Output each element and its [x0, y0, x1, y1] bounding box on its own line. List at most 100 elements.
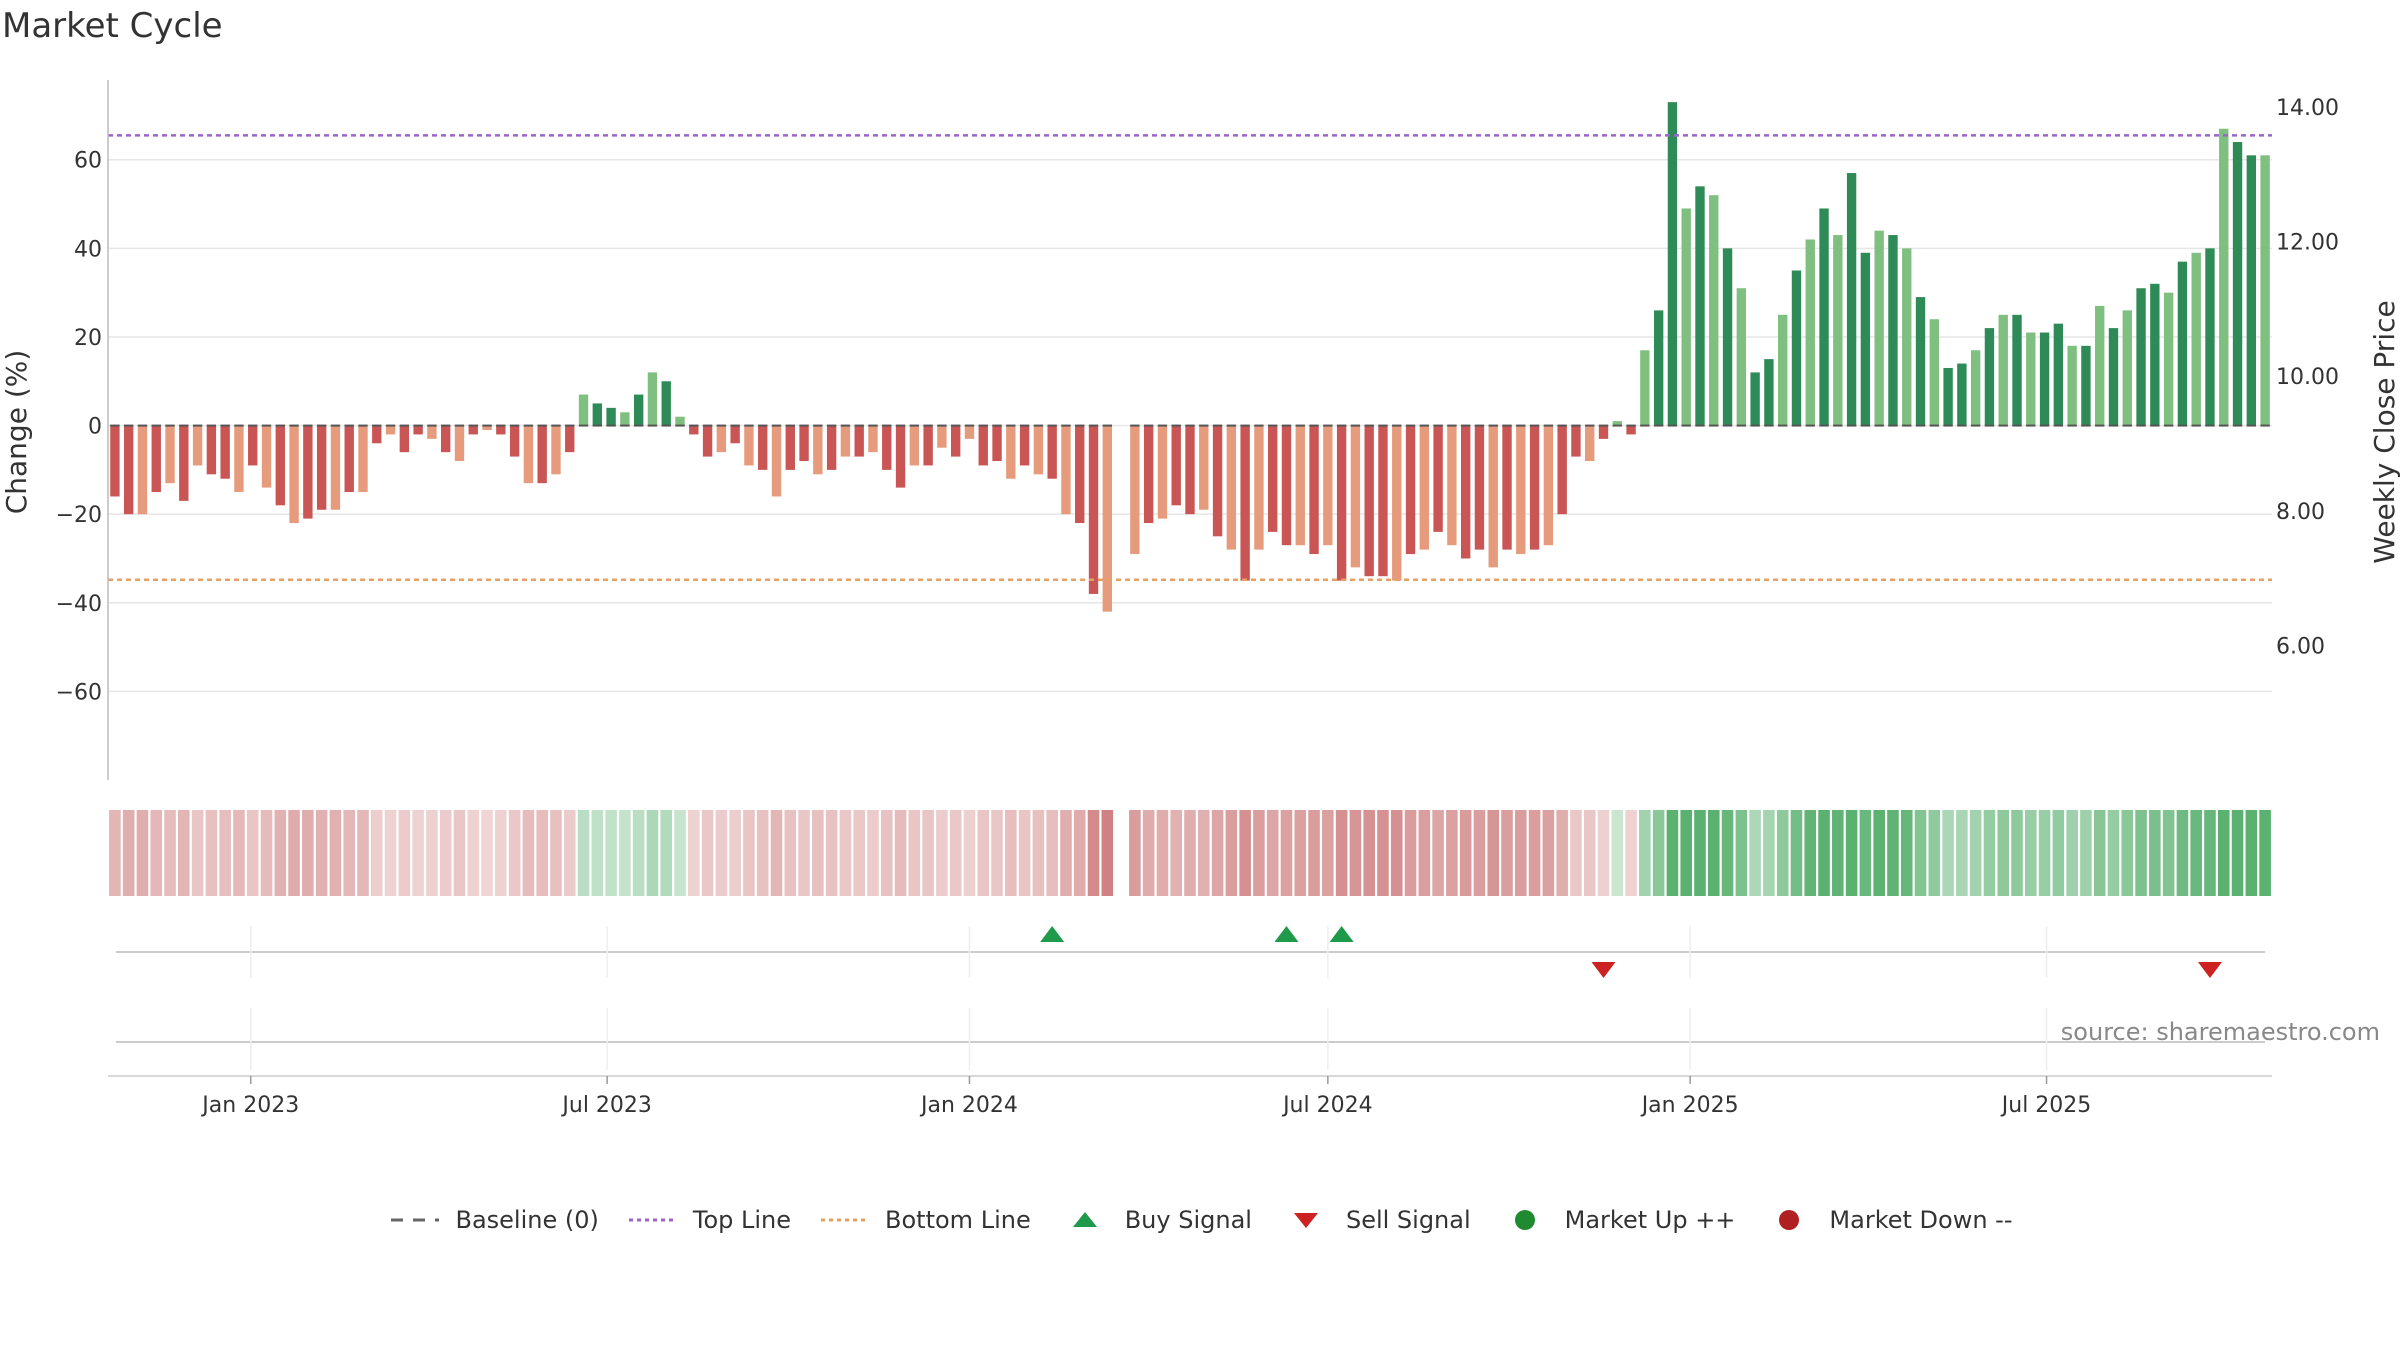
legend-label: Baseline (0)	[455, 1206, 599, 1234]
change-bar	[1143, 425, 1154, 524]
cycle-strip-cell	[1639, 810, 1651, 896]
cycle-strip-cell	[1528, 810, 1541, 896]
change-bar	[1019, 425, 1030, 466]
cycle-strip-cell	[1005, 810, 1017, 896]
change-bar	[647, 372, 658, 426]
change-bar	[1199, 425, 1209, 510]
cycle-strip-cell	[1377, 810, 1389, 896]
legend-item-top[interactable]: Top Line	[625, 1206, 791, 1234]
change-bar	[1557, 425, 1567, 515]
cycle-strip-cell	[109, 810, 121, 896]
legend-label: Market Up ++	[1564, 1206, 1736, 1234]
cycle-strip-cell	[1239, 810, 1251, 896]
legend-swatch-baseline	[391, 1218, 440, 1222]
change-bar	[303, 425, 313, 519]
change-bar	[1006, 425, 1016, 479]
change-bar	[1529, 425, 1540, 550]
change-bar	[1681, 208, 1691, 426]
cycle-strip-cell	[136, 810, 149, 896]
cycle-strip-cell	[963, 810, 976, 896]
cycle-strip-cell	[1804, 810, 1817, 896]
change-bar	[992, 425, 1002, 462]
change-bar	[2053, 323, 2064, 426]
cycle-strip-cell	[1142, 810, 1155, 896]
change-bar	[2012, 314, 2022, 426]
cycle-strip-cell	[1363, 810, 1375, 896]
cycle-strip-cell	[949, 810, 962, 896]
change-bar	[771, 425, 782, 497]
change-bar	[1791, 270, 1802, 426]
cycle-strip-cell	[1060, 810, 1072, 896]
change-bar	[496, 425, 506, 435]
cycle-strip-cell	[2025, 810, 2037, 896]
cycle-strip-cell	[1156, 810, 1169, 896]
change-bar	[1667, 102, 1678, 426]
change-bar	[1419, 425, 1430, 550]
legend: Baseline (0) Top Line Bottom Line Buy Signa…	[0, 1206, 2400, 1234]
cycle-strip-cell	[1266, 810, 1279, 896]
cycle-strip-cell	[1790, 810, 1803, 896]
legend-swatch-sell	[1293, 1213, 1318, 1228]
change-bar	[2205, 248, 2215, 426]
change-bar	[2177, 261, 2188, 426]
change-bar	[1405, 425, 1416, 555]
y-tick-label: −20	[56, 503, 102, 528]
cycle-strip-cell	[1776, 810, 1789, 896]
cycle-strip-cell	[550, 810, 562, 896]
cycle-strip-cell	[164, 810, 176, 896]
cycle-strip-cell	[688, 810, 700, 896]
change-bar	[1281, 425, 1292, 546]
change-bar	[1543, 425, 1554, 546]
legend-item-buy[interactable]: Buy Signal	[1057, 1206, 1252, 1234]
cycle-strip-cell	[150, 810, 163, 896]
change-bar	[826, 425, 837, 470]
change-bar	[730, 425, 740, 444]
change-bar	[523, 425, 534, 484]
cycle-strip-cell	[632, 810, 645, 896]
change-bar	[1722, 248, 1733, 426]
cycle-strip-cell	[660, 810, 673, 896]
cycle-strip-cell	[1611, 810, 1624, 896]
cycle-strip-cell	[2176, 810, 2189, 896]
legend-item-baseline[interactable]: Baseline (0)	[387, 1206, 599, 1234]
cycle-strip-cell	[1680, 810, 1692, 896]
change-bar	[110, 425, 120, 497]
cycle-strip-cell	[922, 810, 934, 896]
change-bar	[758, 425, 768, 470]
cycle-strip-cell	[798, 810, 810, 896]
legend-item-sell[interactable]: Sell Signal	[1278, 1206, 1471, 1234]
change-bar	[578, 394, 589, 426]
legend-item-mup[interactable]: Market Up ++	[1497, 1206, 1736, 1234]
change-bar	[978, 425, 988, 466]
change-bar	[358, 425, 368, 493]
change-bar	[1226, 425, 1237, 550]
y-tick-label: 20	[74, 326, 102, 351]
signal-panel	[116, 926, 2265, 1070]
cycle-strip-cell	[1087, 810, 1100, 896]
legend-item-mdown[interactable]: Market Down --	[1761, 1206, 2013, 1234]
change-bar	[2232, 142, 2243, 426]
change-bar	[1336, 425, 1347, 581]
cycle-strip-cell	[495, 810, 507, 896]
y2-tick-label: 6.00	[2276, 634, 2325, 659]
legend-label: Sell Signal	[1345, 1206, 1471, 1234]
change-bar	[1102, 425, 1112, 612]
sell-signal-marker	[2197, 962, 2222, 978]
change-bar	[909, 425, 920, 466]
change-bar	[1460, 425, 1471, 559]
cycle-strip-cell	[563, 810, 576, 896]
change-bar	[1474, 425, 1485, 550]
cycle-strip-cell	[646, 810, 659, 896]
legend-item-bottom[interactable]: Bottom Line	[817, 1206, 1031, 1234]
cycle-strip-cell	[2080, 810, 2092, 896]
cycle-strip	[109, 810, 2271, 896]
cycle-strip-cell	[1887, 810, 1899, 896]
cycle-strip-cell	[1515, 810, 1527, 896]
change-bar	[2026, 332, 2036, 426]
change-bar	[289, 425, 299, 524]
change-bar	[1640, 350, 1650, 426]
cycle-strip-cell	[894, 810, 907, 896]
change-bar	[1695, 186, 1705, 426]
change-bar	[1212, 425, 1223, 537]
cycle-strip-cell	[784, 810, 797, 896]
